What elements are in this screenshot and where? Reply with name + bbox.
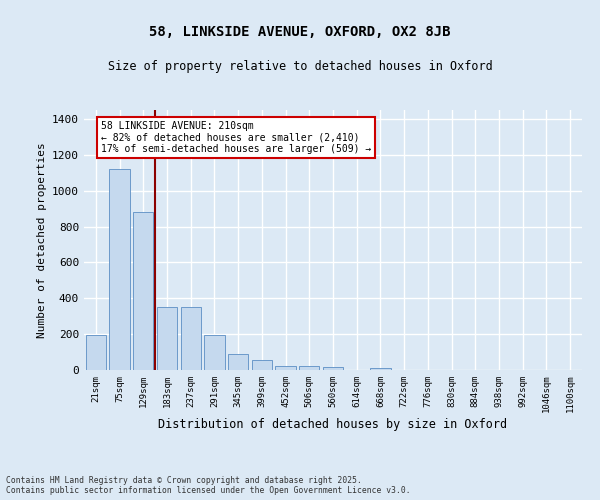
Bar	[323, 368, 343, 370]
Text: 58 LINKSIDE AVENUE: 210sqm
← 82% of detached houses are smaller (2,410)
17% of s: 58 LINKSIDE AVENUE: 210sqm ← 82% of deta…	[101, 121, 371, 154]
Text: 58, LINKSIDE AVENUE, OXFORD, OX2 8JB: 58, LINKSIDE AVENUE, OXFORD, OX2 8JB	[149, 25, 451, 39]
Bar	[228, 354, 248, 370]
Text: Size of property relative to detached houses in Oxford: Size of property relative to detached ho…	[107, 60, 493, 73]
Bar	[299, 366, 319, 370]
Bar	[370, 368, 391, 370]
X-axis label: Distribution of detached houses by size in Oxford: Distribution of detached houses by size …	[158, 418, 508, 431]
Bar	[109, 169, 130, 370]
Text: Contains HM Land Registry data © Crown copyright and database right 2025.
Contai: Contains HM Land Registry data © Crown c…	[6, 476, 410, 495]
Bar	[252, 360, 272, 370]
Bar	[157, 307, 177, 370]
Bar	[86, 335, 106, 370]
Bar	[205, 335, 224, 370]
Bar	[181, 307, 201, 370]
Bar	[133, 212, 154, 370]
Bar	[275, 366, 296, 370]
Y-axis label: Number of detached properties: Number of detached properties	[37, 142, 47, 338]
